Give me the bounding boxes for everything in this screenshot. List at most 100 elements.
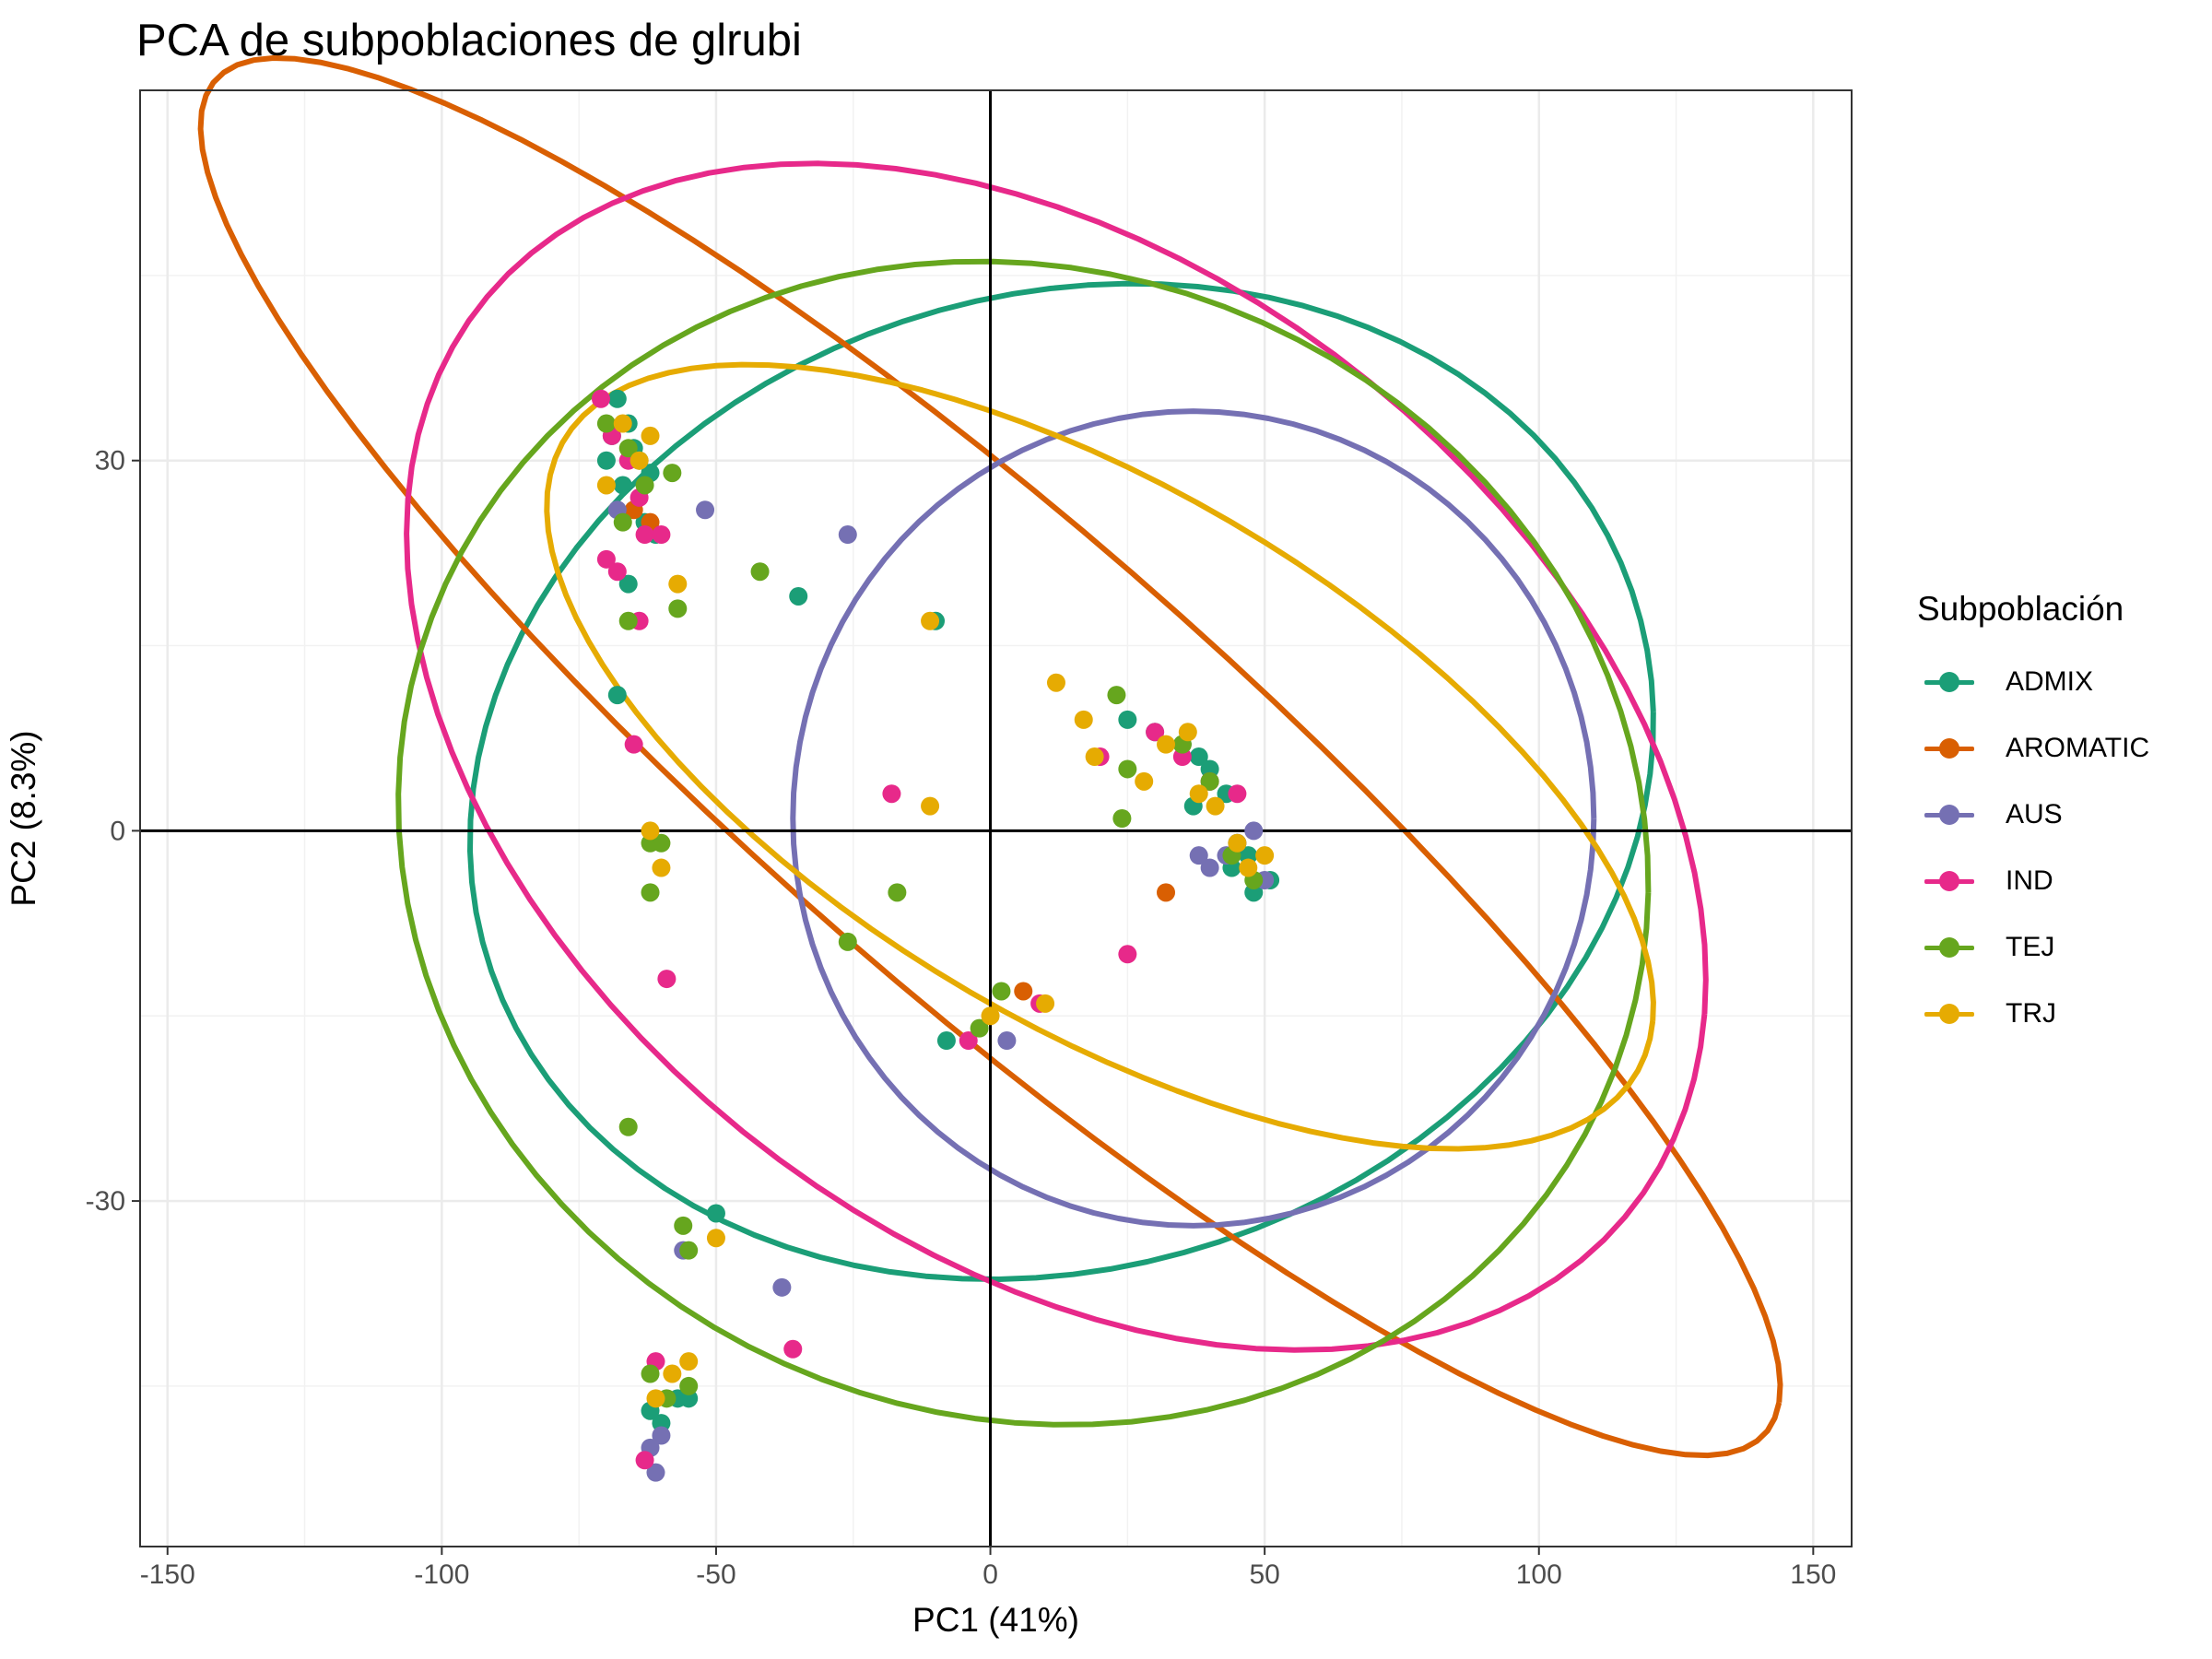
point-ind [596,549,616,569]
point-trj [652,858,671,877]
point-tej [596,414,616,433]
point-admix [706,1204,725,1223]
point-aromatic [1014,982,1033,1001]
x-tick-label: 50 [1249,1559,1279,1590]
point-tej [1200,771,1219,791]
point-trj [629,451,649,470]
axis-ticks: -150 -100 -50 0 50 100 150 -30 0 30 [86,446,1837,1590]
legend-key [1917,995,1982,1032]
legend-item-aus: AUS [1917,782,2149,848]
legend-items: ADMIX AROMATIC AUS IND TEJ TRJ [1917,649,2149,1047]
chart-title: PCA de subpoblaciones de glrubi [136,16,802,65]
point-tej [679,1241,699,1260]
point-trj [1085,747,1104,767]
legend-label: TEJ [2006,932,2055,962]
data-points [591,389,1280,1482]
legend-key-dot [1939,738,1959,759]
legend-key-dot [1939,672,1959,692]
point-tej [618,1117,638,1136]
legend-label: ADMIX [2006,666,2094,697]
point-trj [1135,771,1154,791]
point-ind [591,389,610,408]
legend-key-dot [1939,1004,1959,1024]
point-trj [921,611,940,630]
point-aus [1200,858,1219,877]
legend-label: AROMATIC [2006,733,2150,763]
point-trj [646,1389,665,1408]
point-ind [635,1451,654,1470]
point-tej [750,562,770,582]
point-ind [1146,723,1165,742]
legend-item-aromatic: AROMATIC [1917,715,2149,782]
legend-key-dot [1939,871,1959,891]
point-trj [596,476,616,495]
point-aus [696,500,715,520]
point-tej [663,464,682,483]
ellipse-ind [404,160,1709,1353]
point-trj [921,796,940,816]
legend-key [1917,796,1982,833]
point-tej [679,1376,699,1395]
ellipse-trj [544,361,1656,1152]
y-axis-title: PC2 (8.3%) [5,730,42,906]
legend-title: Subpoblación [1917,590,2124,628]
point-trj [613,414,632,433]
point-ind [1118,945,1137,964]
point-ind [607,562,627,582]
point-ind [652,525,671,545]
x-tick-label: 100 [1516,1559,1562,1590]
x-tick-label: 150 [1790,1559,1836,1590]
legend-item-ind: IND [1917,848,2149,914]
point-tej [668,599,688,618]
y-tick-label: -30 [86,1186,125,1217]
point-tej [970,1018,989,1038]
x-tick-label: -100 [414,1559,469,1590]
point-admix [596,451,616,470]
point-admix [607,389,627,408]
point-admix [607,686,627,705]
legend-item-trj: TRJ [1917,981,2149,1047]
point-tej [641,883,660,902]
legend-label: AUS [2006,799,2063,830]
ellipse-aus [790,408,1597,1229]
point-trj [1255,846,1275,865]
point-admix [613,476,632,495]
point-trj [1036,994,1055,1013]
point-tej [635,476,654,495]
point-tej [641,1364,660,1383]
point-tej [992,982,1011,1001]
legend-key-dot [1939,937,1959,958]
point-admix [936,1031,956,1051]
legend-key [1917,664,1982,700]
point-admix [618,574,638,594]
point-aromatic [1157,883,1176,902]
point-tej [674,1216,693,1235]
ellipse-tej [395,258,1652,1428]
point-trj [668,574,688,594]
legend: Subpoblación ADMIX AROMATIC AUS IND TEJ TRJ [1917,590,2149,1047]
point-trj [1157,735,1176,754]
point-aus [772,1277,792,1297]
point-tej [618,611,638,630]
legend-item-tej: TEJ [1917,914,2149,981]
point-trj [706,1229,725,1248]
point-trj [1239,858,1258,877]
point-admix [1189,747,1208,767]
confidence-ellipses [197,55,1783,1459]
point-tej [888,883,907,902]
point-trj [981,1006,1000,1026]
point-tej [652,833,671,853]
point-ind [635,525,654,545]
point-tej [618,439,638,458]
x-tick-label: -50 [696,1559,735,1590]
point-trj [1228,833,1247,853]
legend-key [1917,863,1982,900]
point-ind [882,784,901,804]
legend-label: TRJ [2006,998,2056,1029]
x-tick-label: 0 [982,1559,998,1590]
point-trj [1189,784,1208,804]
point-trj [1046,673,1065,692]
point-trj [1074,710,1093,729]
point-trj [1178,723,1197,742]
